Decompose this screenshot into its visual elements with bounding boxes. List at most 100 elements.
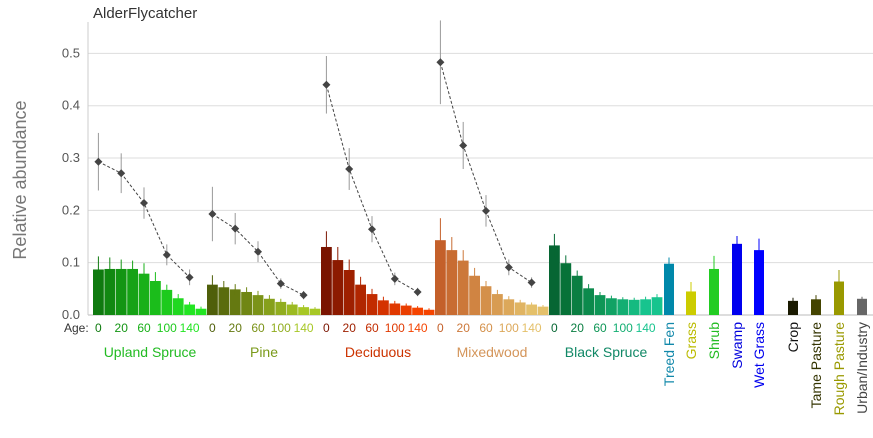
bar [207, 284, 218, 315]
bar [252, 295, 264, 315]
habitat-label: Tame Pasture [808, 322, 824, 409]
y-tick-label: 0.1 [62, 255, 80, 270]
bar [686, 291, 696, 315]
bar [400, 305, 412, 315]
group-label: Deciduous [345, 344, 411, 360]
trend-point [140, 199, 148, 208]
y-axis-label: Relative abundance [10, 100, 30, 259]
age-tick-label: 20 [571, 321, 585, 335]
chart-title: AlderFlycatcher [93, 5, 197, 22]
trend-point [436, 58, 445, 67]
trend-point [208, 210, 217, 219]
bar [115, 268, 127, 315]
y-axis-ticks: 0.0 0.1 0.2 0.3 0.4 0.5 [62, 45, 80, 322]
age-tick-label: 60 [137, 321, 151, 335]
group-label: Mixedwood [457, 344, 528, 360]
age-label: Age: [64, 321, 89, 335]
bar [150, 280, 161, 315]
habitat-label: Urban/Industry [854, 322, 870, 414]
trend-point [254, 247, 262, 256]
age-tick-label: 20 [229, 321, 243, 335]
bar [161, 289, 173, 315]
age-tick-label: 100 [157, 321, 177, 335]
bar [343, 270, 355, 315]
bar [788, 300, 798, 315]
age-tick-label: 0 [437, 321, 444, 335]
age-tick-label: 60 [593, 321, 607, 335]
bar [104, 268, 116, 315]
bar [355, 284, 366, 315]
bar [218, 287, 230, 315]
bar [241, 291, 252, 315]
age-tick-label: 140 [522, 321, 542, 335]
bar [628, 299, 640, 315]
age-tick-label: 60 [365, 321, 379, 335]
age-tick-label: 0 [95, 321, 102, 335]
bar [378, 300, 389, 315]
bar [811, 299, 821, 315]
bar [172, 298, 184, 315]
bar [560, 263, 572, 315]
bar [537, 306, 549, 315]
bar [457, 260, 469, 315]
age-tick-label: 140 [408, 321, 428, 335]
bar [583, 288, 594, 315]
bar-series [93, 218, 867, 315]
trend-line [439, 62, 532, 283]
bar [651, 297, 663, 315]
trend-point [162, 250, 171, 259]
age-tick-label: 100 [385, 321, 405, 335]
trend-point [504, 263, 513, 272]
y-tick-label: 0.4 [62, 98, 80, 113]
group-label: Upland Spruce [104, 344, 197, 360]
trend-point [482, 206, 490, 215]
age-tick-label: 0 [209, 321, 216, 335]
bar [446, 250, 458, 315]
bar [640, 299, 651, 315]
bar [664, 263, 674, 315]
bar [229, 289, 241, 315]
age-tick-label: 140 [294, 321, 314, 335]
trend-line [98, 161, 190, 278]
bar [309, 308, 321, 315]
bar [264, 298, 275, 315]
bar [594, 295, 606, 315]
trend-point [231, 224, 240, 233]
bar [549, 245, 560, 315]
gridlines [88, 52, 873, 316]
habitat-label: Treed Fen [661, 322, 677, 386]
y-tick-label: 0.3 [62, 150, 80, 165]
bar [286, 304, 298, 315]
group-label: Black Spruce [565, 344, 648, 360]
bar [617, 299, 629, 315]
age-tick-label: 20 [457, 321, 471, 335]
age-tick-label: 140 [180, 321, 200, 335]
age-tick-label: 60 [251, 321, 265, 335]
habitat-label: Rough Pasture [831, 322, 847, 416]
trend-point [117, 169, 126, 178]
trend-point [368, 225, 376, 234]
y-tick-label: 0.0 [62, 307, 80, 322]
bar [834, 281, 844, 315]
trend-point [390, 274, 399, 283]
bar [503, 299, 515, 315]
bar [389, 303, 401, 315]
habitat-label: Swamp [729, 322, 745, 369]
bar [514, 302, 526, 315]
group-label: Pine [250, 344, 278, 360]
age-tick-label: 100 [271, 321, 291, 335]
trend-lines [94, 20, 536, 300]
bar [184, 304, 195, 315]
habitat-label: Grass [683, 322, 699, 359]
bar [332, 260, 344, 315]
trend-point [94, 157, 103, 166]
age-tick-label: 0 [323, 321, 330, 335]
y-tick-label: 0.5 [62, 45, 80, 60]
habitat-label: Crop [785, 322, 801, 353]
y-tick-label: 0.2 [62, 202, 80, 217]
bar [195, 308, 207, 315]
age-tick-label: 0 [551, 321, 558, 335]
trend-point [527, 278, 536, 287]
